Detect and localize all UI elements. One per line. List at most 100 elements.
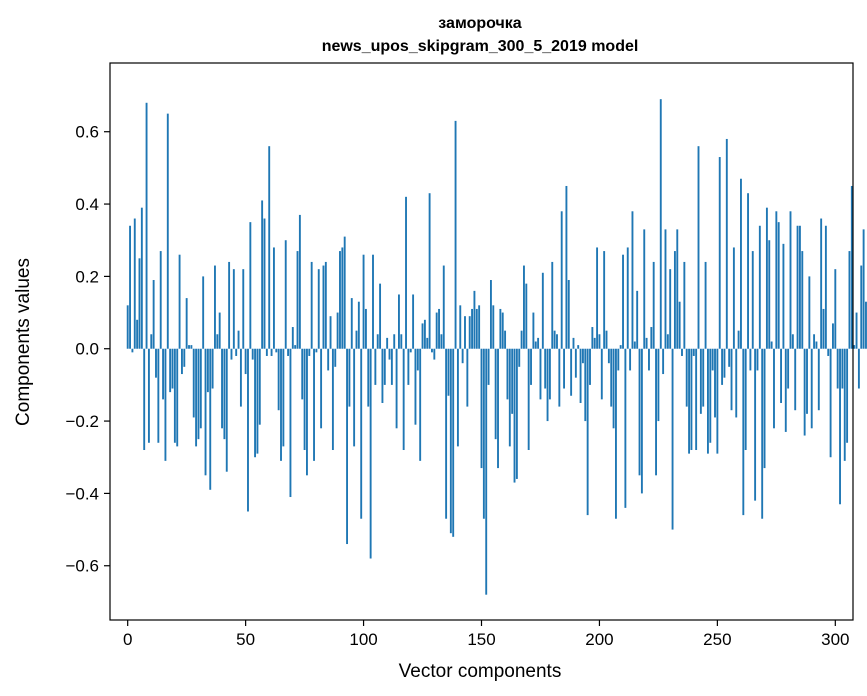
bar <box>398 294 400 349</box>
bar <box>508 348 511 447</box>
bar <box>501 312 504 349</box>
bar <box>782 243 785 349</box>
bar <box>355 330 358 349</box>
y-tick-label: −0.4 <box>65 484 99 503</box>
bar <box>468 316 471 349</box>
bar <box>494 348 497 440</box>
bar <box>329 316 332 349</box>
bar <box>681 348 683 356</box>
x-axis: 0 50 100 150 200 250 300 <box>123 620 849 649</box>
bar <box>343 236 346 349</box>
bar <box>666 334 669 349</box>
bar <box>431 348 433 353</box>
bar <box>263 218 266 349</box>
x-tick-label: 100 <box>349 630 377 649</box>
bar <box>520 330 523 349</box>
bar <box>636 290 639 349</box>
bar <box>445 348 448 519</box>
bar <box>164 348 167 461</box>
bar <box>372 254 374 349</box>
x-tick-label: 0 <box>123 630 132 649</box>
bar <box>348 348 351 407</box>
bar <box>223 348 226 440</box>
bar <box>129 225 131 349</box>
bar <box>581 348 584 364</box>
bar <box>306 348 308 476</box>
bar <box>723 348 726 378</box>
bar <box>442 265 445 349</box>
bar <box>617 348 620 371</box>
bar <box>478 305 481 349</box>
bar <box>815 341 818 349</box>
bar <box>574 348 577 378</box>
y-tick-label: −0.2 <box>65 412 99 431</box>
bar <box>386 337 389 349</box>
bar <box>860 265 863 349</box>
bar <box>584 348 587 422</box>
bar <box>171 348 174 389</box>
bar <box>206 348 209 393</box>
x-tick-label: 50 <box>236 630 255 649</box>
bar <box>756 348 759 371</box>
bar <box>303 348 306 451</box>
bar <box>740 178 742 349</box>
bar <box>527 348 530 451</box>
bar <box>732 247 735 349</box>
bar <box>855 312 858 349</box>
bar <box>518 348 521 367</box>
bar <box>532 312 535 349</box>
bar <box>254 348 257 458</box>
bar <box>147 348 150 443</box>
bar <box>209 348 212 490</box>
bar <box>744 348 747 451</box>
bar <box>350 298 353 349</box>
bar <box>159 251 162 349</box>
bar <box>721 348 724 385</box>
bar <box>268 146 271 349</box>
bar <box>794 348 797 411</box>
bar <box>579 348 582 403</box>
bar <box>678 301 681 349</box>
bar <box>751 251 754 349</box>
bar <box>600 348 603 400</box>
y-tick-label: 0.4 <box>75 195 99 214</box>
bar <box>718 157 721 349</box>
bar <box>485 348 488 595</box>
bar <box>188 345 190 349</box>
bar <box>202 276 205 349</box>
bar <box>716 348 719 454</box>
bar <box>798 225 801 349</box>
bar <box>735 348 738 418</box>
bar <box>284 240 287 349</box>
bar <box>456 348 459 447</box>
bar <box>598 334 601 349</box>
bar <box>640 348 643 494</box>
bar <box>438 308 440 349</box>
bar <box>848 251 851 349</box>
chart-title: заморочка <box>438 15 521 32</box>
bar <box>324 261 327 349</box>
bar <box>610 348 613 407</box>
bar <box>820 218 823 349</box>
bar <box>725 138 728 349</box>
bar <box>711 348 714 371</box>
bar <box>638 348 641 476</box>
bar <box>183 348 186 367</box>
bar <box>449 348 452 534</box>
bar <box>228 261 231 349</box>
y-tick-label: 0.0 <box>75 340 99 359</box>
bar <box>464 316 466 349</box>
bar <box>862 229 865 349</box>
bar <box>829 348 832 458</box>
bar <box>652 261 655 349</box>
bar <box>773 348 775 429</box>
bar <box>419 348 422 461</box>
bar <box>685 348 688 407</box>
bar <box>131 348 134 353</box>
bar <box>523 265 525 349</box>
bar <box>126 305 129 349</box>
x-axis-label: Vector components <box>399 661 562 682</box>
bar <box>272 247 275 349</box>
y-tick-label: −0.6 <box>65 557 99 576</box>
bar <box>603 251 606 349</box>
